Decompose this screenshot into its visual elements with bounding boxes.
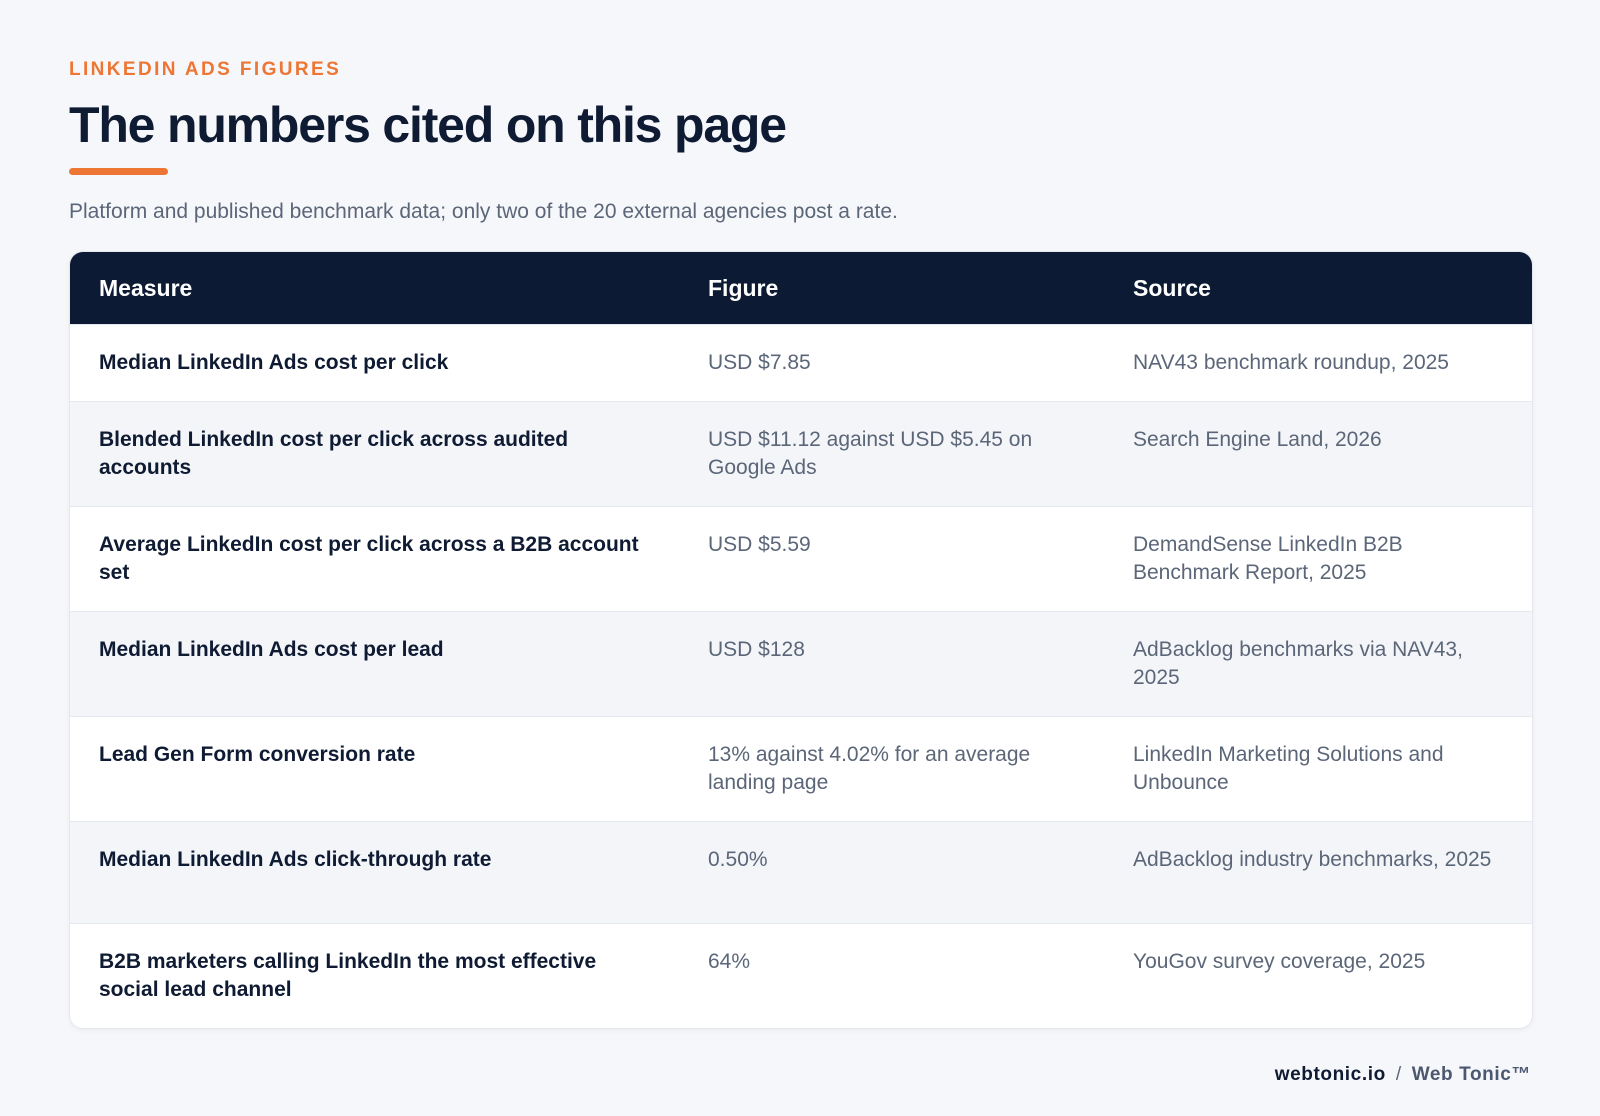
- source-cell: NAV43 benchmark roundup, 2025: [1104, 324, 1532, 402]
- page-title: The numbers cited on this page: [69, 97, 787, 153]
- figure-cell: 0.50%: [679, 821, 1104, 924]
- column-header-source: Source: [1133, 274, 1211, 301]
- page-content: LINKEDIN ADS FIGURES The numbers cited o…: [69, 58, 1533, 1029]
- figure-cell: USD $7.85: [679, 324, 1104, 402]
- figures-table: Measure Figure Source Median LinkedIn Ad…: [70, 252, 1532, 1028]
- measure-cell: Median LinkedIn Ads click-through rate: [70, 821, 679, 924]
- title-underline: [69, 168, 168, 175]
- measure-cell: Lead Gen Form conversion rate: [70, 716, 679, 822]
- source-cell: DemandSense LinkedIn B2B Benchmark Repor…: [1104, 506, 1532, 612]
- table-row: Blended LinkedIn cost per click across a…: [70, 401, 1532, 507]
- table-row: Median LinkedIn Ads click-through rate 0…: [70, 821, 1532, 924]
- figure-cell: USD $128: [679, 611, 1104, 717]
- footer-separator: /: [1395, 1064, 1402, 1085]
- footer-domain-link[interactable]: webtonic.io: [1274, 1064, 1386, 1085]
- eyebrow-label: LINKEDIN ADS FIGURES: [69, 59, 342, 80]
- figure-cell: USD $11.12 against USD $5.45 on Google A…: [679, 401, 1104, 507]
- table-row: Median LinkedIn Ads cost per lead USD $1…: [70, 611, 1532, 717]
- table-header-row: Measure Figure Source: [70, 252, 1532, 325]
- source-cell: AdBacklog industry benchmarks, 2025: [1104, 821, 1532, 924]
- figure-cell: 64%: [679, 923, 1104, 1028]
- footer-credit: webtonic.io / Web Tonic™: [1275, 1063, 1531, 1087]
- column-header-measure: Measure: [99, 274, 193, 301]
- measure-cell: Blended LinkedIn cost per click across a…: [70, 401, 679, 507]
- table-row: Median LinkedIn Ads cost per click USD $…: [70, 324, 1532, 402]
- figures-table-card: Measure Figure Source Median LinkedIn Ad…: [69, 251, 1533, 1029]
- measure-cell: B2B marketers calling LinkedIn the most …: [70, 923, 679, 1028]
- measure-cell: Median LinkedIn Ads cost per lead: [70, 611, 679, 717]
- measure-cell: Median LinkedIn Ads cost per click: [70, 324, 679, 402]
- measure-cell: Average LinkedIn cost per click across a…: [70, 506, 679, 612]
- table-row: Lead Gen Form conversion rate 13% agains…: [70, 716, 1532, 822]
- table-row: B2B marketers calling LinkedIn the most …: [70, 923, 1532, 1028]
- source-cell: Search Engine Land, 2026: [1104, 401, 1532, 507]
- column-header-figure: Figure: [708, 274, 779, 301]
- source-cell: AdBacklog benchmarks via NAV43, 2025: [1104, 611, 1532, 717]
- source-cell: LinkedIn Marketing Solutions and Unbounc…: [1104, 716, 1532, 822]
- footer-brand: Web Tonic™: [1411, 1064, 1531, 1085]
- source-cell: YouGov survey coverage, 2025: [1104, 923, 1532, 1028]
- table-row: Average LinkedIn cost per click across a…: [70, 506, 1532, 612]
- page-subtitle: Platform and published benchmark data; o…: [69, 200, 898, 223]
- figure-cell: USD $5.59: [679, 506, 1104, 612]
- figure-cell: 13% against 4.02% for an average landing…: [679, 716, 1104, 822]
